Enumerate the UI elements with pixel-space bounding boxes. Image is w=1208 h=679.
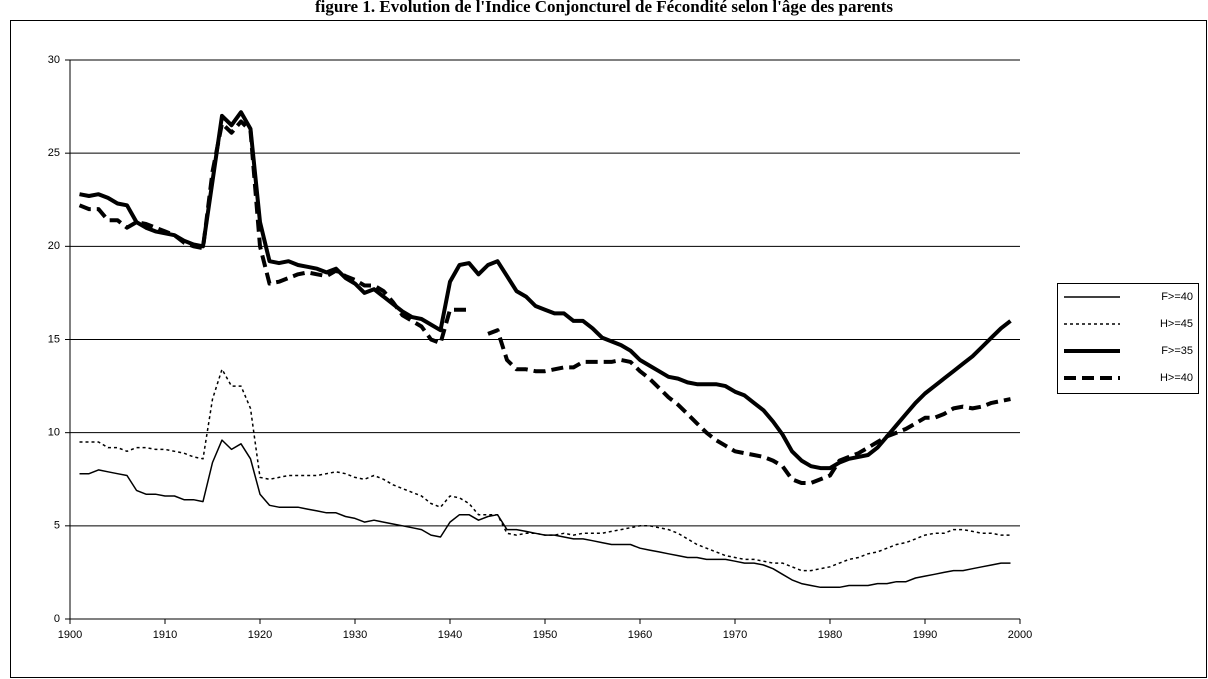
x-tick-label: 1940 — [438, 629, 462, 641]
x-tick-label: 2000 — [1008, 629, 1032, 641]
y-tick-label: 25 — [48, 147, 60, 159]
y-tick-label: 0 — [54, 613, 60, 625]
chart-border — [10, 20, 1207, 678]
x-tick-label: 1900 — [58, 629, 82, 641]
legend-label: H>=40 — [1160, 372, 1193, 384]
series-line — [78, 119, 1011, 485]
legend-label: H>=45 — [1160, 318, 1193, 330]
y-tick-label: 30 — [48, 54, 60, 66]
x-tick-label: 1910 — [153, 629, 177, 641]
legend — [1057, 283, 1199, 394]
x-tick-label: 1960 — [628, 629, 652, 641]
legend-label: F>=35 — [1161, 345, 1193, 357]
y-tick-label: 10 — [48, 427, 60, 439]
x-tick-label: 1970 — [723, 629, 747, 641]
legend-label: F>=40 — [1161, 291, 1193, 303]
x-tick-label: 1930 — [343, 629, 367, 641]
series-line — [79, 110, 1012, 471]
y-tick-label: 5 — [54, 520, 60, 532]
x-tick-label: 1920 — [248, 629, 272, 641]
x-tick-label: 1990 — [913, 629, 937, 641]
series-line — [79, 368, 1011, 572]
x-tick-label: 1950 — [533, 629, 557, 641]
x-tick-label: 1980 — [818, 629, 842, 641]
y-tick-label: 20 — [48, 240, 60, 252]
chart-title: figure 1. Evolution de l'Indice Conjonct… — [315, 0, 893, 16]
y-tick-label: 15 — [48, 333, 60, 345]
